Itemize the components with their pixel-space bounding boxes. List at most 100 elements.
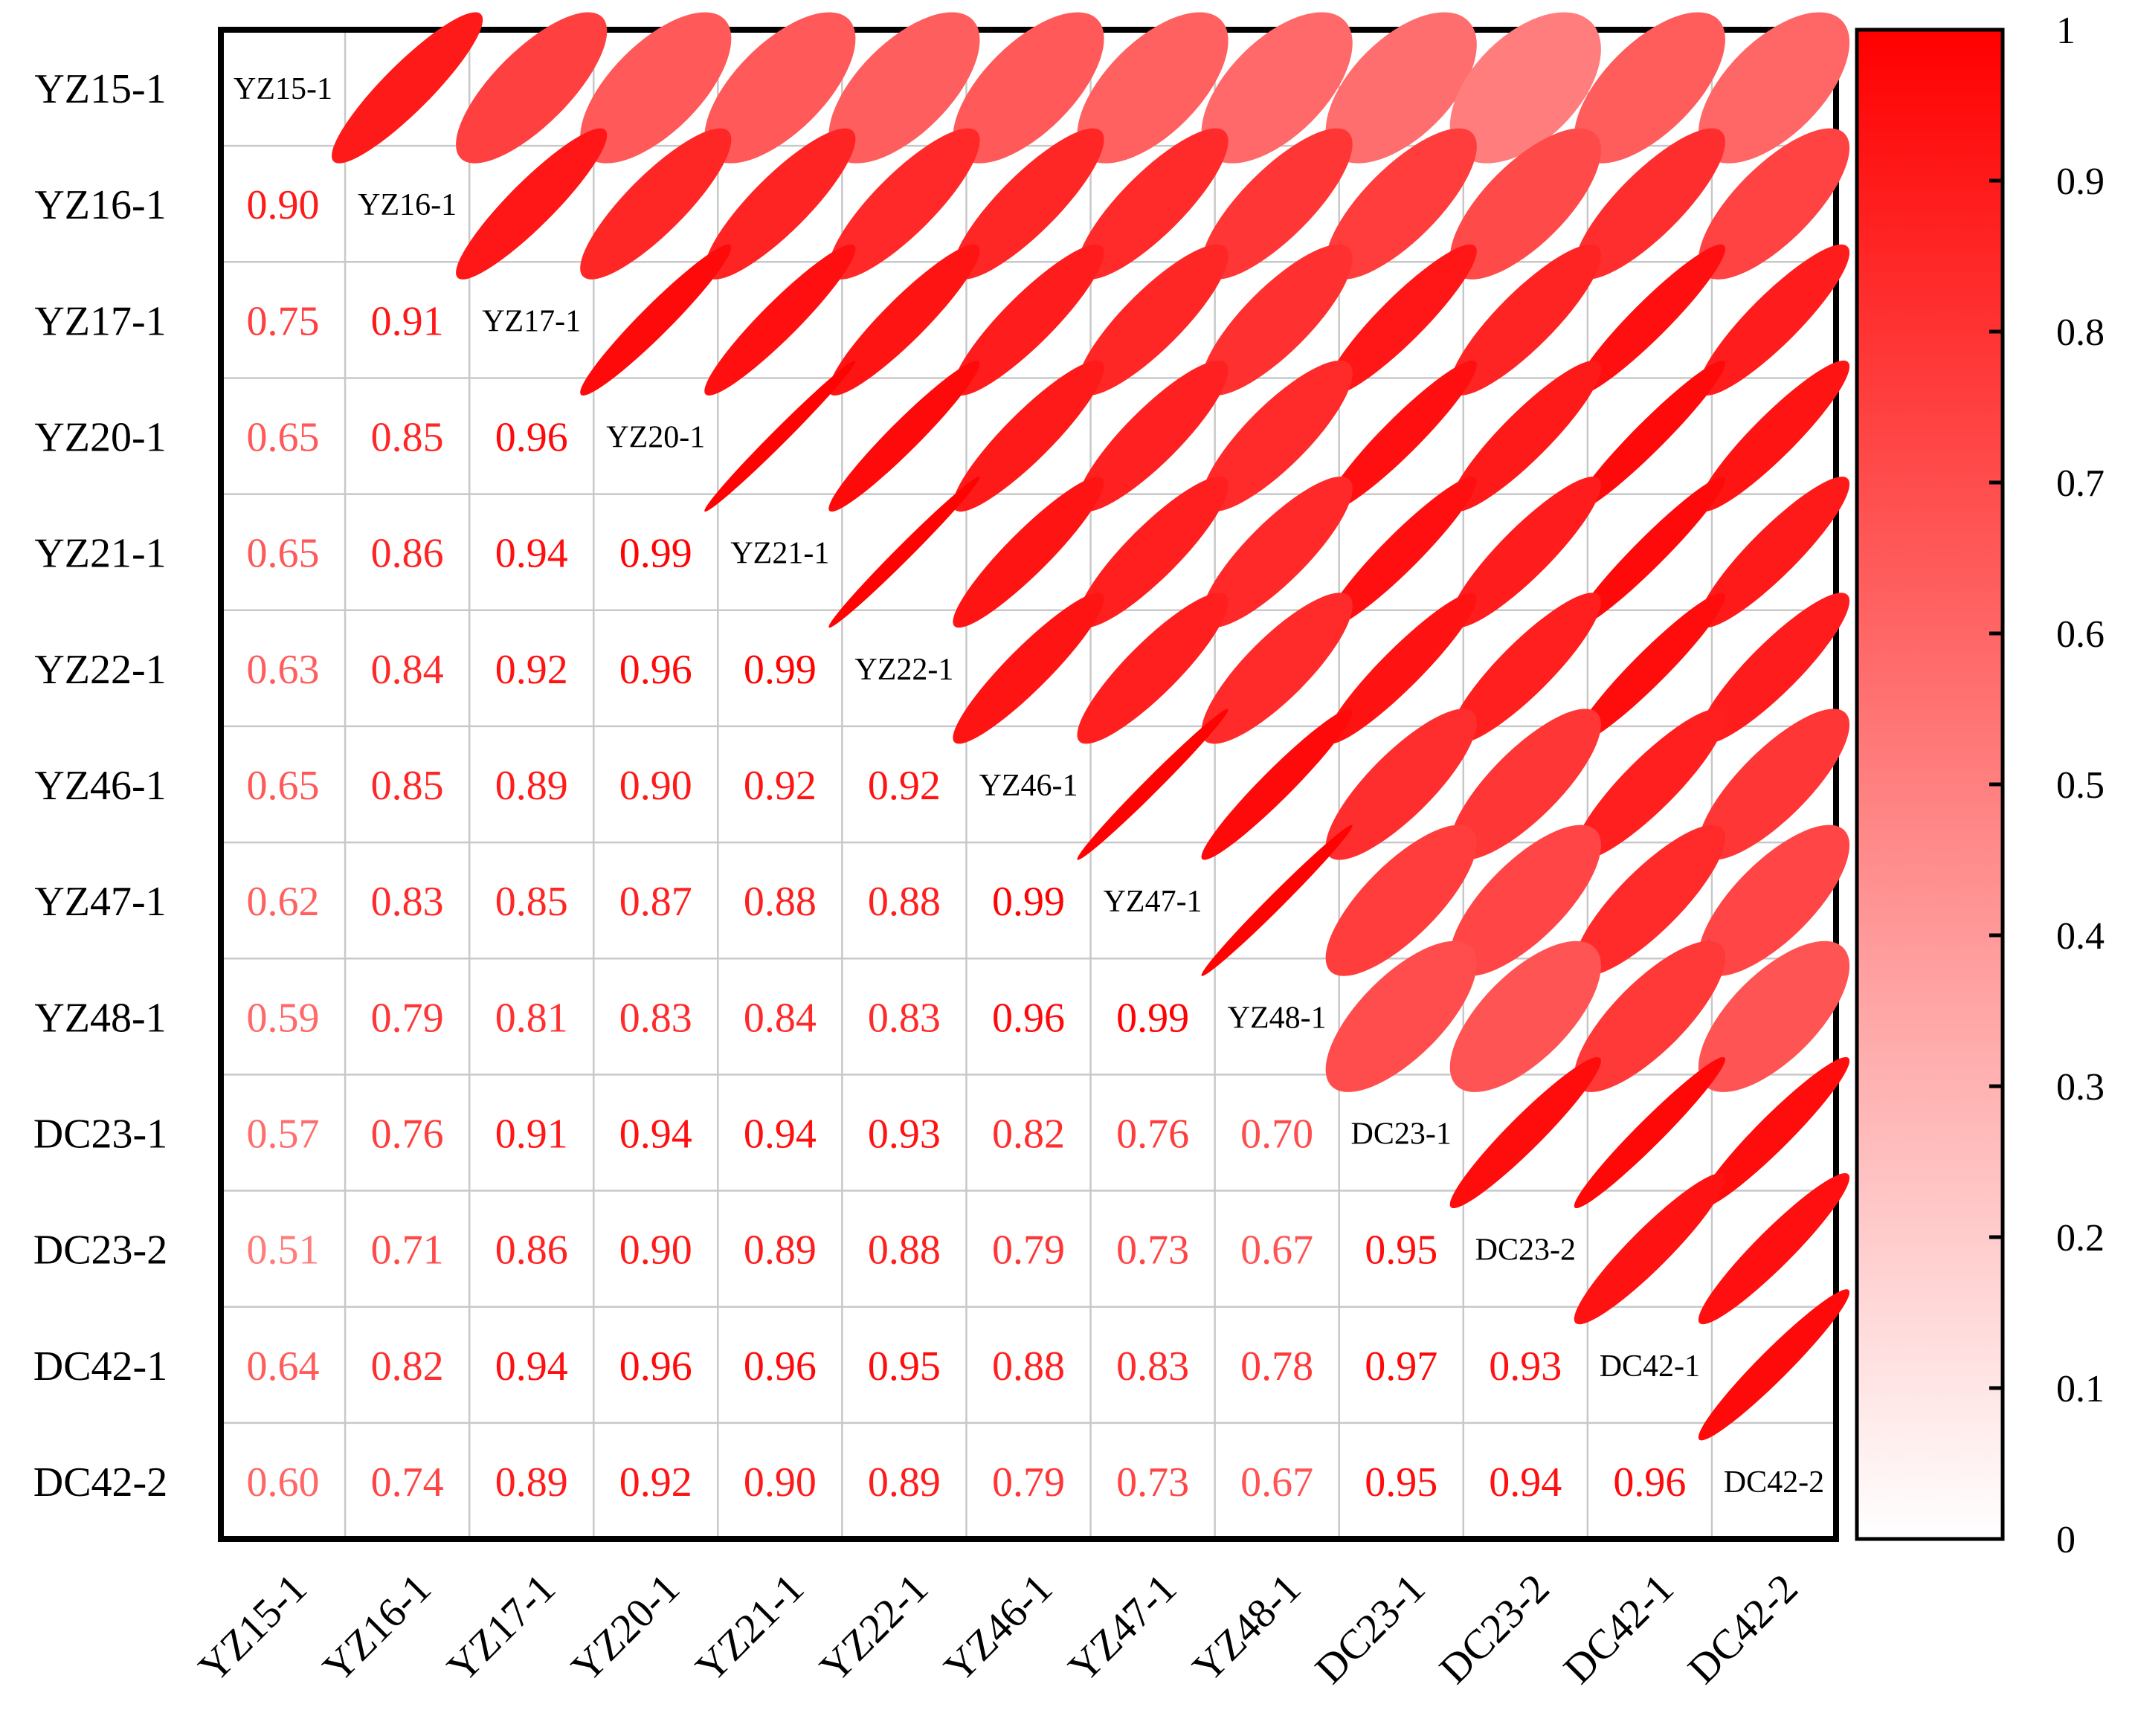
column-label: YZ48-1	[1184, 1565, 1310, 1691]
correlation-value: 0.86	[495, 1227, 568, 1274]
correlation-value: 0.96	[1613, 1459, 1686, 1506]
correlation-value: 0.95	[868, 1343, 941, 1390]
diagonal-label: YZ46-1	[979, 769, 1078, 803]
correlation-value: 0.87	[619, 879, 692, 925]
column-label: YZ22-1	[811, 1565, 937, 1691]
diagonal-label: DC23-2	[1475, 1233, 1576, 1268]
correlation-ellipse	[1698, 825, 1850, 976]
column-label: YZ17-1	[439, 1565, 564, 1691]
correlation-value: 0.88	[868, 1227, 941, 1274]
correlation-ellipse	[1449, 593, 1601, 744]
column-label: YZ16-1	[315, 1565, 440, 1691]
diagonal-label: YZ15-1	[234, 72, 332, 106]
correlation-value: 0.79	[371, 995, 444, 1041]
correlation-ellipse	[1077, 593, 1229, 744]
row-label: YZ47-1	[34, 879, 166, 925]
row-label: YZ20-1	[34, 415, 166, 461]
correlation-value: 0.65	[247, 763, 320, 809]
correlation-value: 0.85	[495, 879, 568, 925]
diagonal-label: YZ16-1	[358, 188, 457, 222]
correlation-ellipse	[1574, 1056, 1725, 1209]
correlation-ellipse	[1077, 244, 1229, 396]
correlation-ellipse	[1201, 593, 1353, 744]
correlation-ellipse	[1201, 709, 1353, 860]
correlation-value: 0.95	[1365, 1227, 1437, 1274]
colorbar-tick-label: 0.6	[2056, 613, 2105, 656]
correlation-value: 0.89	[744, 1227, 817, 1274]
diagonal-label: DC42-1	[1600, 1349, 1700, 1384]
correlation-value: 0.92	[495, 647, 568, 693]
row-label: YZ21-1	[34, 531, 166, 577]
row-label: YZ17-1	[34, 298, 166, 344]
correlation-ellipse	[953, 360, 1104, 512]
correlation-ellipse	[953, 593, 1104, 744]
correlation-value: 0.86	[371, 531, 444, 577]
correlation-value: 0.76	[371, 1111, 444, 1157]
correlation-value: 0.88	[744, 879, 817, 925]
correlation-ellipse	[1574, 477, 1725, 628]
colorbar-tick-label: 0.7	[2056, 462, 2105, 505]
column-label: YZ15-1	[190, 1565, 316, 1691]
correlation-value: 0.97	[1365, 1343, 1437, 1390]
correlation-ellipse	[1698, 477, 1850, 628]
correlation-ellipse	[1449, 244, 1601, 396]
correlation-ellipse	[1325, 825, 1477, 976]
correlation-ellipse	[1449, 1056, 1601, 1209]
correlation-value: 0.92	[868, 763, 941, 809]
correlation-value: 0.63	[247, 647, 320, 693]
correlation-value: 0.96	[619, 1343, 692, 1390]
column-label: DC23-2	[1431, 1565, 1558, 1692]
correlation-ellipse	[1201, 825, 1353, 976]
correlation-ellipse	[1698, 1173, 1850, 1325]
correlation-value: 0.90	[619, 1227, 692, 1274]
plot-frame	[218, 27, 1839, 1542]
correlation-value: 0.73	[1116, 1227, 1189, 1274]
correlation-value: 0.75	[247, 298, 320, 344]
correlation-value: 0.96	[495, 415, 568, 461]
correlation-value: 0.93	[1489, 1343, 1562, 1390]
correlation-value: 0.60	[247, 1459, 320, 1506]
correlation-ellipse	[332, 12, 483, 164]
correlation-ellipse	[1325, 360, 1477, 512]
correlation-value: 0.64	[247, 1343, 320, 1390]
correlation-value: 0.88	[992, 1343, 1065, 1390]
correlation-ellipse	[1325, 477, 1477, 628]
correlation-value: 0.94	[1489, 1459, 1562, 1506]
correlation-ellipse	[1698, 940, 1850, 1092]
colorbar-tick-label: 0.4	[2056, 915, 2105, 958]
correlation-value: 0.76	[1116, 1111, 1189, 1157]
correlation-value: 0.96	[992, 995, 1065, 1041]
correlation-value: 0.78	[1240, 1343, 1313, 1390]
correlation-ellipse	[1201, 360, 1353, 512]
diagonal-label: YZ21-1	[730, 537, 829, 571]
correlation-ellipse	[704, 244, 856, 396]
correlation-value: 0.99	[744, 647, 817, 693]
correlation-value: 0.91	[495, 1111, 568, 1157]
row-label: YZ22-1	[34, 647, 166, 693]
correlation-ellipse	[828, 244, 980, 396]
correlation-value: 0.88	[868, 879, 941, 925]
correlation-value: 0.99	[1116, 995, 1189, 1041]
correlation-ellipse	[1325, 593, 1477, 744]
correlation-ellipse	[953, 12, 1104, 164]
correlation-value: 0.71	[371, 1227, 444, 1274]
correlation-value: 0.67	[1240, 1459, 1313, 1506]
row-label: DC23-2	[33, 1227, 167, 1274]
correlation-value: 0.82	[992, 1111, 1065, 1157]
correlation-value: 0.74	[371, 1459, 444, 1506]
colorbar-tick-label: 0.2	[2056, 1217, 2105, 1259]
diagonal-label: YZ22-1	[854, 653, 953, 687]
correlation-ellipse	[1201, 244, 1353, 396]
colorbar-tick-label: 0.5	[2056, 764, 2105, 807]
row-label: YZ16-1	[34, 182, 166, 228]
correlation-ellipse	[1449, 12, 1601, 164]
correlation-ellipse	[1325, 709, 1477, 860]
diagonal-label: YZ48-1	[1228, 1001, 1327, 1035]
correlation-value: 0.62	[247, 879, 320, 925]
correlation-value: 0.79	[992, 1227, 1065, 1274]
diagonal-label: YZ47-1	[1104, 885, 1202, 919]
correlation-ellipse	[456, 128, 608, 280]
correlation-value: 0.91	[371, 298, 444, 344]
correlation-value: 0.84	[371, 647, 444, 693]
